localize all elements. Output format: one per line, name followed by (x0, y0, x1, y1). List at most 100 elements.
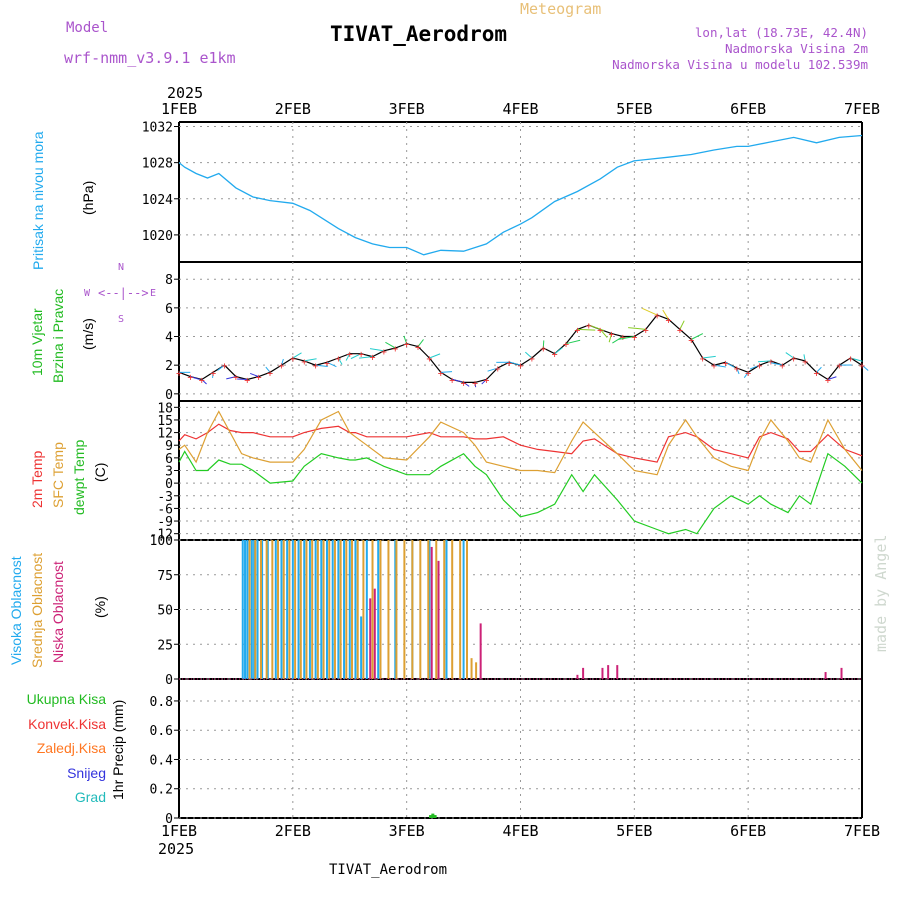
time-tick-label-top: 1FEB (161, 100, 197, 118)
temp-line-dewpt-temp (178, 450, 863, 535)
wind-gust-marker: + (392, 344, 398, 355)
time-tick-label-bottom: 6FEB (730, 822, 766, 840)
wind-gust-marker: + (700, 354, 706, 365)
wind-gust-marker: + (734, 364, 740, 375)
wind-gust-marker: + (677, 325, 683, 336)
wind-gust-marker: + (722, 358, 728, 369)
cloud-bar-niska-oblacnost (601, 667, 604, 679)
wind-gust-marker: + (358, 350, 364, 361)
wind-gust-marker: + (381, 347, 387, 358)
cloud-bar-srednja-oblacnost (411, 540, 414, 679)
wind-gust-marker: + (176, 368, 182, 379)
wind-gust-marker: + (278, 361, 284, 372)
legend-zaledj-kisa: Zaledj.Kisa (36, 740, 106, 756)
precip-unit-label: 1hr Precip (mm) (110, 699, 126, 800)
wind-gust-marker: + (813, 368, 819, 379)
cloud-bar-srednja-oblacnost (371, 540, 374, 679)
y-tick-label: 50 (157, 604, 173, 619)
wind-arrow (803, 354, 806, 361)
wind-gust-marker: + (791, 354, 797, 365)
wind-arrow (713, 364, 726, 368)
credit-watermark: made by Angel (872, 535, 890, 652)
wind-arrow (743, 372, 749, 378)
wind-gust-marker: + (654, 311, 660, 322)
cloud-bar-visoka-oblacnost (274, 540, 277, 679)
y-tick-label: 12 (157, 427, 173, 442)
wind-gust-marker: + (244, 376, 250, 387)
cloud-bar-niska-oblacnost (437, 560, 440, 679)
cloud-bar-niska-oblacnost (607, 665, 610, 679)
wind-gust-marker: + (586, 321, 592, 332)
cloud-bar-visoka-oblacnost (428, 540, 431, 679)
temp-unit: (C) (92, 462, 108, 482)
lonlat-label: lon,lat (18.73E, 42.4N) (694, 25, 868, 40)
compass-west: W (84, 288, 91, 299)
cloud-bar-visoka-oblacnost (348, 540, 351, 679)
y-tick-label: 6 (165, 452, 173, 467)
wind-arrow (542, 340, 545, 349)
cloud-bar-visoka-oblacnost (325, 540, 328, 679)
wind-arrow (565, 339, 581, 345)
wind-gust-marker: + (620, 333, 626, 344)
time-tick-label-bottom: 3FEB (389, 822, 425, 840)
wind-gust-marker: + (324, 358, 330, 369)
legend-snijeg: Snijeg (67, 764, 106, 781)
cloud-bar-visoka-oblacnost (365, 540, 368, 679)
cloud-bar-niska-oblacnost (576, 674, 579, 679)
temp-ylabel-3: dewpt Temp (71, 439, 87, 515)
wind-gust-marker: + (233, 373, 239, 384)
compass-east: E (150, 288, 157, 299)
wind-gust-marker: + (779, 361, 785, 372)
cloud-bar-visoka-oblacnost (337, 540, 340, 679)
y-tick-label: 18 (157, 401, 173, 416)
y-tick-label: 0 (165, 388, 173, 403)
wind-gust-marker: + (643, 325, 649, 336)
precip-bar (431, 813, 435, 818)
y-tick-label: 1020 (142, 229, 173, 244)
y-tick-label: -9 (157, 515, 173, 530)
bottom-year-label: 2025 (158, 840, 194, 858)
y-tick-label: -3 (157, 490, 173, 505)
cloud-bar-srednja-oblacnost (305, 540, 308, 679)
cloud-bar-visoka-oblacnost (244, 540, 247, 679)
time-tick-label-top: 7FEB (844, 100, 880, 118)
wind-arrow (618, 336, 635, 340)
cloud-bar-srednja-oblacnost (288, 540, 291, 679)
wind-gust-marker: + (404, 340, 410, 351)
time-tick-label-top: 2FEB (275, 100, 311, 118)
y-tick-label: 8 (165, 273, 173, 288)
legend-konvek-kisa: Konvek.Kisa (28, 715, 106, 732)
wind-gust-marker: + (347, 350, 353, 361)
cloud-bar-niska-oblacnost (616, 665, 619, 679)
cloud-bar-visoka-oblacnost (445, 540, 448, 679)
pressure-unit: (hPa) (80, 180, 96, 215)
footer-station: TIVAT_Aerodrom (329, 862, 447, 878)
time-tick-label-bottom: 1FEB (161, 822, 197, 840)
wind-gust-marker: + (517, 361, 523, 372)
wind-arrow (662, 309, 669, 320)
product-title: Meteogram (520, 0, 602, 18)
cloud-bar-srednja-oblacnost (271, 540, 274, 679)
wind-arrow (736, 367, 740, 375)
cloud-bar-srednja-oblacnost (248, 540, 251, 679)
wind-compass: N W E S <--|--> (84, 262, 157, 326)
legend-grad: Grad (74, 789, 106, 805)
cloud-bar-srednja-oblacnost (379, 540, 382, 679)
wind-gust-marker: + (495, 364, 501, 375)
model-name: wrf-nmm_v3.9.1 e1km (64, 49, 236, 67)
wind-gust-marker: + (609, 330, 615, 341)
wind-arrow (770, 362, 783, 366)
cloud-bar-niska-oblacnost (430, 546, 433, 679)
wind-gust-marker: + (563, 340, 569, 351)
wind-arrow (403, 335, 408, 344)
wind-arrow (226, 376, 237, 380)
y-tick-label: 0 (165, 477, 173, 492)
cloud-bar-visoka-oblacnost (303, 540, 306, 679)
y-tick-label: 9 (165, 439, 173, 454)
wind-arrow (481, 379, 487, 385)
wind-arrow (577, 328, 596, 331)
wind-gust-marker: + (335, 354, 341, 365)
cloud-bar-visoka-oblacnost (246, 540, 249, 679)
wind-gust-marker: + (768, 357, 774, 368)
wind-arrow (827, 376, 837, 380)
